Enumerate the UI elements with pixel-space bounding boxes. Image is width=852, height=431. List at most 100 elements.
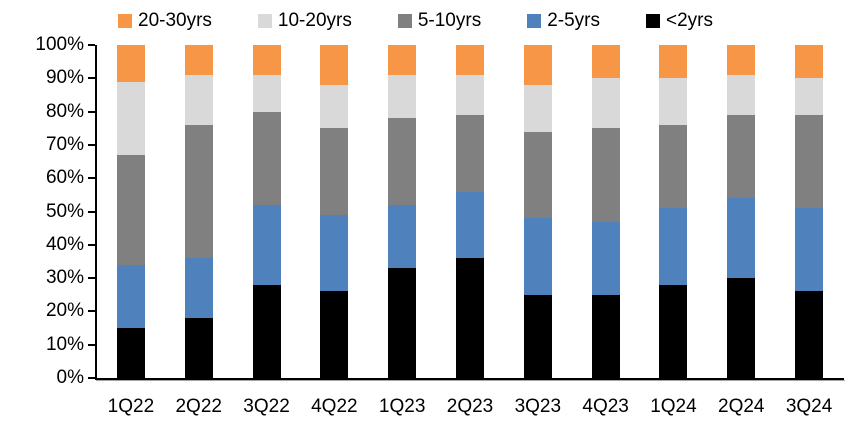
stacked-bar-1Q24 xyxy=(659,45,688,378)
bar-segment-lt2yrs xyxy=(523,294,552,378)
bar-segment-10to20yrs xyxy=(184,75,213,125)
legend-item-10to20yrs: 10-20yrs xyxy=(257,9,352,33)
x-axis-label-4Q23: 4Q23 xyxy=(582,396,629,417)
y-axis-tick xyxy=(88,377,95,379)
legend-label-lt2yrs: <2yrs xyxy=(666,10,713,31)
bar-segment-10to20yrs xyxy=(252,75,281,112)
stacked-bar-2Q22 xyxy=(184,45,213,378)
bar-segment-2to5yrs xyxy=(523,218,552,295)
bar-segment-10to20yrs xyxy=(659,78,688,125)
x-axis-label-3Q22: 3Q22 xyxy=(243,396,290,417)
y-axis-tick xyxy=(88,44,95,46)
bar-segment-5to10yrs xyxy=(252,111,281,205)
bar-segment-10to20yrs xyxy=(523,84,552,132)
bar-segment-5to10yrs xyxy=(795,114,824,209)
bar-segment-5to10yrs xyxy=(116,154,145,265)
x-axis-label-2Q22: 2Q22 xyxy=(175,396,222,417)
stacked-bar-1Q23 xyxy=(388,45,417,378)
bar-segment-2to5yrs xyxy=(252,204,281,285)
legend-item-5to10yrs: 5-10yrs xyxy=(397,9,482,33)
y-axis-tick xyxy=(88,210,95,213)
bar-segment-20to30yrs xyxy=(184,45,213,75)
legend-label-2to5yrs: 2-5yrs xyxy=(547,10,600,31)
legend-item-2to5yrs: 2-5yrs xyxy=(527,9,600,33)
y-axis-tick-label: 100% xyxy=(35,34,84,55)
x-axis-label-3Q23: 3Q23 xyxy=(514,396,562,417)
legend-item-lt2yrs: <2yrs xyxy=(646,9,713,33)
y-axis-line xyxy=(95,45,97,380)
legend-swatch-2to5yrs xyxy=(527,14,542,28)
bar-segment-lt2yrs xyxy=(116,328,145,378)
x-axis-label-4Q22: 4Q22 xyxy=(311,396,358,417)
bar-segment-2to5yrs xyxy=(727,198,756,279)
bar-segment-20to30yrs xyxy=(388,45,417,75)
bar-segment-10to20yrs xyxy=(591,78,620,129)
y-axis-tick-label: 80% xyxy=(45,100,84,122)
x-axis-label-1Q24: 1Q24 xyxy=(650,396,697,417)
bar-segment-lt2yrs xyxy=(320,291,349,378)
bar-segment-10to20yrs xyxy=(388,75,417,119)
x-axis-label-1Q23: 1Q23 xyxy=(378,396,426,417)
bar-segment-5to10yrs xyxy=(388,118,417,205)
bar-segment-10to20yrs xyxy=(116,81,145,155)
bar-segment-20to30yrs xyxy=(795,45,824,79)
bar-segment-5to10yrs xyxy=(184,124,213,259)
x-axis-label-2Q24: 2Q24 xyxy=(718,396,765,417)
bar-segment-2to5yrs xyxy=(116,264,145,329)
bar-segment-2to5yrs xyxy=(320,214,349,292)
bar-segment-2to5yrs xyxy=(591,221,620,295)
y-axis-tick xyxy=(88,110,95,113)
y-axis-tick xyxy=(88,243,95,246)
y-axis-tick xyxy=(88,177,95,180)
legend-swatch-10to20yrs xyxy=(257,14,272,28)
legend-label-5to10yrs: 5-10yrs xyxy=(417,10,482,31)
y-axis-tick-label: 0% xyxy=(56,367,84,388)
y-axis-tick xyxy=(88,77,95,80)
bar-segment-lt2yrs xyxy=(456,258,484,378)
bar-segment-5to10yrs xyxy=(320,128,349,215)
y-axis-tick-label: 90% xyxy=(45,67,84,89)
bar-segment-10to20yrs xyxy=(727,75,756,115)
stacked-bar-3Q23 xyxy=(523,45,552,378)
bar-segment-5to10yrs xyxy=(591,128,620,222)
bar-segment-20to30yrs xyxy=(727,45,756,75)
bar-segment-10to20yrs xyxy=(320,84,349,129)
y-axis-tick-label: 50% xyxy=(45,200,84,222)
legend-label-20to30yrs: 20-30yrs xyxy=(138,10,212,31)
bar-segment-20to30yrs xyxy=(523,45,552,85)
bar-segment-10to20yrs xyxy=(795,78,824,115)
legend-item-20to30yrs: 20-30yrs xyxy=(118,9,212,33)
bar-segment-lt2yrs xyxy=(795,291,824,378)
bar-segment-2to5yrs xyxy=(388,204,417,269)
bar-segment-20to30yrs xyxy=(456,45,484,75)
stacked-bar-2Q24 xyxy=(727,45,756,378)
x-axis-shadow-line xyxy=(96,380,845,381)
x-axis-label-2Q23: 2Q23 xyxy=(446,396,494,417)
bar-segment-lt2yrs xyxy=(252,284,281,378)
legend-swatch-lt2yrs xyxy=(646,14,660,28)
bar-segment-20to30yrs xyxy=(116,45,145,82)
y-axis-tick-label: 60% xyxy=(45,167,84,189)
bar-segment-20to30yrs xyxy=(320,45,349,85)
stacked-bar-3Q24 xyxy=(795,45,824,378)
bar-segment-5to10yrs xyxy=(456,114,484,192)
bar-segment-lt2yrs xyxy=(388,268,417,378)
bar-segment-lt2yrs xyxy=(591,294,620,378)
y-axis-tick-label: 20% xyxy=(45,300,84,322)
legend-swatch-20to30yrs xyxy=(118,14,132,28)
legend-swatch-5to10yrs xyxy=(397,14,412,28)
bar-segment-5to10yrs xyxy=(659,124,688,209)
stacked-bar-1Q22 xyxy=(116,45,145,378)
y-axis-tick-label: 30% xyxy=(45,267,84,289)
bar-segment-2to5yrs xyxy=(456,191,484,259)
stacked-bar-4Q22 xyxy=(320,45,349,378)
y-axis-tick-label: 70% xyxy=(45,133,84,155)
y-axis-tick xyxy=(88,310,95,313)
bar-segment-20to30yrs xyxy=(591,45,620,79)
bar-segment-2to5yrs xyxy=(795,208,824,292)
bar-segment-lt2yrs xyxy=(659,284,688,378)
bar-segment-20to30yrs xyxy=(252,45,281,75)
bar-segment-20to30yrs xyxy=(659,45,688,79)
y-axis-tick xyxy=(88,343,95,346)
